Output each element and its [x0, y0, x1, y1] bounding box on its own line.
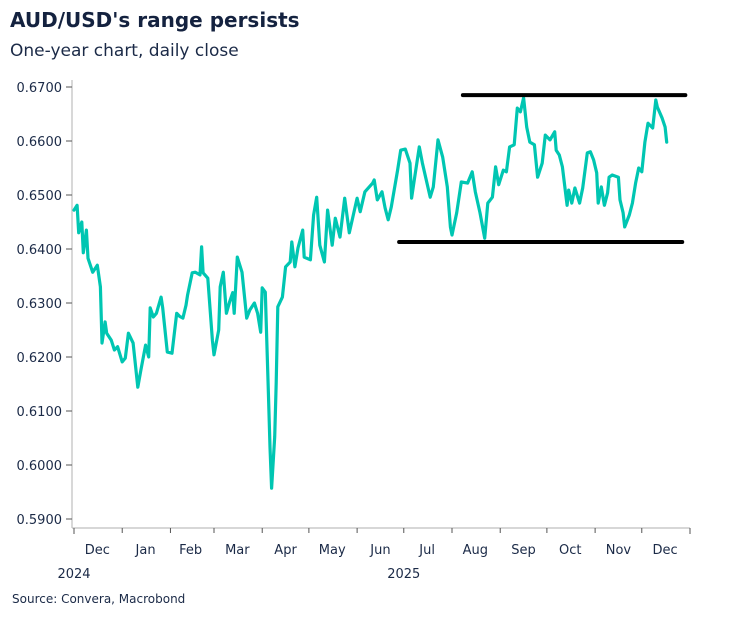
- x-tick-label: Dec: [653, 543, 678, 558]
- x-tick-label: Sep: [511, 543, 536, 558]
- x-tick-label: Jul: [418, 543, 435, 558]
- y-tick-label: 0.6400: [17, 243, 63, 258]
- x-tick-label: Dec: [85, 543, 110, 558]
- x-tick-label: Mar: [225, 543, 250, 558]
- x-tick-label: Nov: [606, 543, 632, 558]
- y-tick-label: 0.6600: [17, 135, 63, 150]
- y-tick-label: 0.6100: [17, 405, 63, 420]
- x-tick-label: Oct: [559, 543, 581, 558]
- x-tick-label: Apr: [274, 543, 297, 558]
- y-tick-label: 0.6500: [17, 189, 63, 204]
- x-year-label: 2025: [387, 567, 420, 582]
- x-tick-label: Jan: [135, 543, 156, 558]
- y-tick-label: 0.5900: [17, 513, 63, 528]
- source-note: Source: Convera, Macrobond: [12, 592, 186, 606]
- chart-title: AUD/USD's range persists: [10, 8, 300, 32]
- y-tick-label: 0.6700: [17, 81, 63, 96]
- y-tick-label: 0.6300: [17, 297, 63, 312]
- x-year-label: 2024: [57, 567, 90, 582]
- x-tick-label: Aug: [463, 543, 488, 558]
- series-line-audusd: [72, 96, 669, 490]
- chart-subtitle: One-year chart, daily close: [10, 41, 239, 61]
- x-tick-label: Jun: [369, 543, 390, 558]
- y-tick-label: 0.6000: [17, 459, 63, 474]
- x-tick-label: Feb: [179, 543, 202, 558]
- y-tick-label: 0.6200: [17, 351, 63, 366]
- x-tick-label: May: [319, 543, 346, 558]
